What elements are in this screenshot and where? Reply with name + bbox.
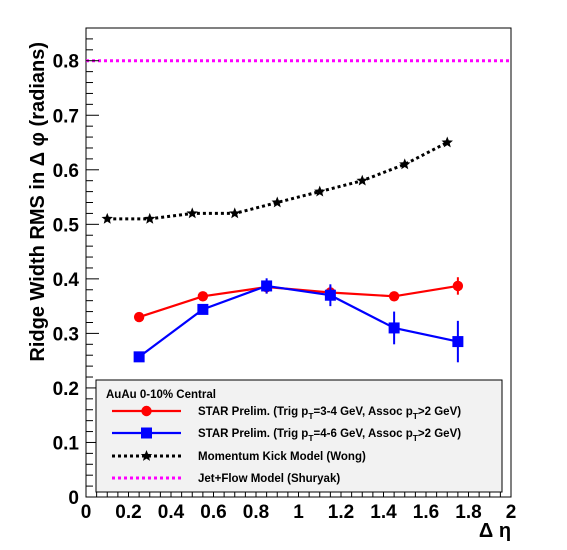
data-point	[186, 207, 198, 219]
y-tick-label: 0.8	[53, 52, 79, 73]
y-tick-label: 0.6	[53, 161, 79, 182]
legend-header: AuAu 0-10% Central	[106, 389, 216, 401]
x-tick-label: 0.4	[158, 502, 185, 523]
y-axis-title: Ridge Width RMS in Δ φ (radians)	[27, 42, 49, 362]
data-point	[133, 351, 145, 363]
series-1	[133, 278, 464, 363]
data-point	[324, 289, 336, 301]
data-point	[144, 212, 156, 224]
series-line	[107, 141, 448, 221]
legend-entry: STAR Prelim. (Trig pT=3-4 GeV, Assoc pT>…	[112, 405, 461, 421]
legend-label: STAR Prelim. (Trig pT=4-6 GeV, Assoc pT>…	[198, 428, 461, 443]
data-point	[388, 322, 400, 334]
data-point	[388, 291, 400, 302]
y-tick-label: 0.1	[53, 433, 80, 454]
x-tick-label: 0	[81, 502, 92, 523]
y-tick-label: 0	[68, 488, 79, 509]
data-point	[271, 196, 283, 208]
data-point	[452, 280, 464, 292]
x-tick-label: 1	[293, 502, 304, 523]
data-point	[441, 136, 453, 148]
legend-box	[95, 379, 503, 493]
y-tick-label: 0.3	[53, 324, 79, 345]
legend-label: Jet+Flow Model (Shuryak)	[198, 473, 340, 485]
data-point	[399, 158, 411, 170]
x-tick-label: 1.8	[455, 502, 481, 523]
legend-marker	[141, 427, 152, 439]
data-point	[261, 280, 273, 292]
legend-marker	[140, 450, 153, 461]
x-tick-label: 0.6	[200, 502, 226, 523]
legend-label: Momentum Kick Model (Wong)	[198, 451, 366, 463]
x-tick-label: 0.2	[115, 502, 141, 523]
series-line	[138, 284, 459, 358]
legend-entry: STAR Prelim. (Trig pT=4-6 GeV, Assoc pT>…	[112, 427, 461, 443]
series-2	[101, 136, 453, 224]
data-point	[197, 291, 209, 302]
x-tick-label: 1.4	[370, 502, 397, 523]
data-point	[229, 207, 241, 219]
data-point	[314, 185, 326, 197]
data-point	[452, 336, 464, 348]
x-tick-label: 1.2	[328, 502, 354, 523]
x-tick-label: 1.6	[413, 502, 439, 523]
data-point	[356, 174, 368, 186]
axis-layer: 0 0.2 0.4 0.6 0.8 1 1.2 1.4 1.6 1.8 2 0 0.1 0.2 0.3 0.4…	[53, 27, 517, 523]
data-point	[197, 303, 209, 315]
legend-entry: Momentum Kick Model (Wong)	[112, 450, 366, 463]
data-point	[101, 212, 113, 224]
legend-label: STAR Prelim. (Trig pT=3-4 GeV, Assoc pT>…	[198, 406, 461, 421]
y-tick-label: 0.2	[53, 379, 79, 400]
series-layer	[86, 59, 511, 363]
x-axis-title: Δ η	[479, 520, 511, 542]
y-tick-label: 0.5	[53, 215, 80, 236]
y-tick-label: 0.7	[53, 106, 79, 127]
legend-marker	[141, 405, 152, 417]
x-tick-label: 0.8	[243, 502, 269, 523]
x-tick-label: 2	[506, 502, 517, 523]
legend-entry: Jet+Flow Model (Shuryak)	[112, 473, 340, 485]
y-tick-label: 0.4	[53, 270, 80, 291]
legend: AuAu 0-10% Central STAR Prelim. (Trig pT…	[95, 379, 503, 493]
data-point	[133, 311, 145, 323]
